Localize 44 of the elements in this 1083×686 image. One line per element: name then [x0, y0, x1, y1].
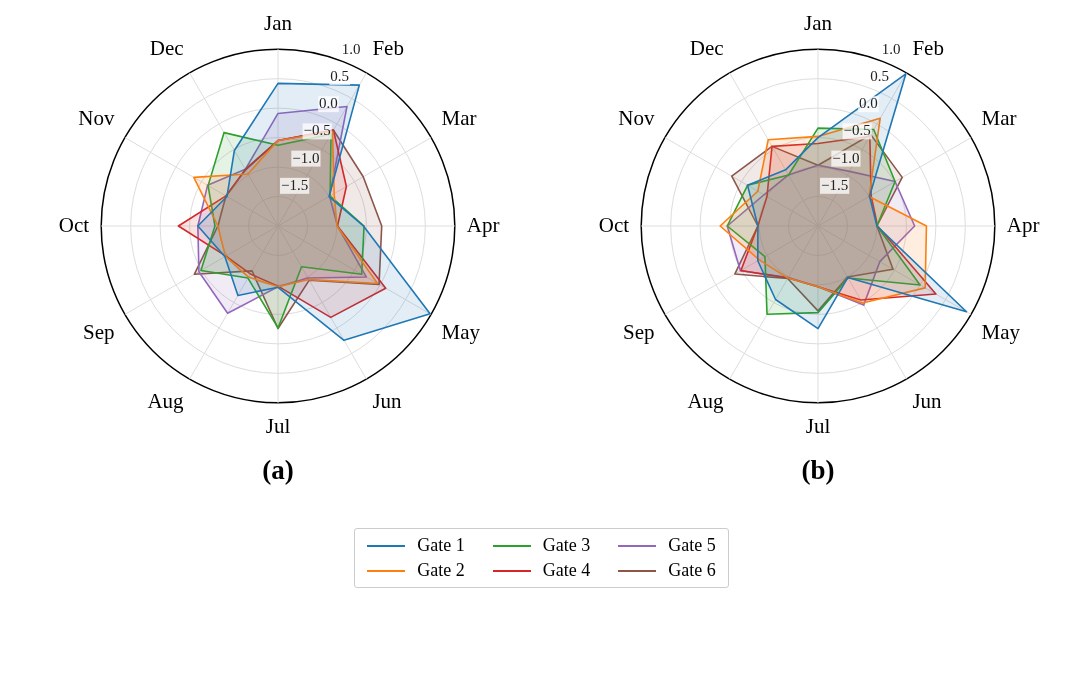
spoke-label: Mar	[441, 105, 477, 130]
spoke-label: Aug	[147, 388, 185, 413]
y-tick-label: −0.5	[303, 122, 331, 139]
y-tick-label: 0.0	[859, 95, 878, 112]
y-tick-label: 0.5	[870, 67, 890, 84]
text: (b)	[801, 454, 835, 485]
spoke-label: Jun	[372, 388, 403, 413]
spoke-label: May	[981, 319, 1021, 344]
spoke-label: Oct	[598, 212, 630, 237]
spoke-label: Jul	[265, 413, 291, 438]
spoke-label: Dec	[149, 36, 184, 61]
y-tick-label: 1.0	[881, 40, 901, 57]
y-tick-label: −1.5	[281, 176, 309, 193]
spoke-label: Jan	[264, 11, 293, 36]
spoke-label: Feb	[372, 36, 404, 61]
y-tick-label: 1.0	[341, 40, 361, 57]
y-tick-label: 0.0	[319, 95, 338, 112]
y-tick-label: −1.0	[292, 149, 320, 166]
spoke-label: Sep	[82, 319, 115, 344]
spoke-label: Aug	[687, 388, 725, 413]
spoke-label: Jun	[912, 388, 943, 413]
legend-label: Gate 1	[417, 535, 465, 556]
spoke-label: Nov	[618, 105, 655, 130]
legend-label: Gate 3	[542, 535, 591, 556]
spoke-label: Apr	[466, 212, 500, 237]
legend-label: Gate 6	[668, 560, 716, 581]
text: (a)	[262, 454, 294, 485]
legend-label: Gate 2	[417, 560, 465, 581]
spoke-label: Mar	[981, 105, 1017, 130]
spoke-label: Dec	[689, 36, 724, 61]
spoke-label: Feb	[912, 36, 944, 61]
spoke-label: Jan	[804, 11, 833, 36]
spoke-label: Nov	[78, 105, 115, 130]
legend-label: Gate 4	[542, 560, 591, 581]
spoke-label: Apr	[1006, 212, 1040, 237]
legend-label: Gate 5	[668, 535, 716, 556]
y-tick-label: −1.0	[832, 149, 860, 166]
y-tick-label: −1.5	[821, 176, 849, 193]
y-tick-label: −0.5	[843, 122, 871, 139]
spoke-label: Oct	[58, 212, 90, 237]
spoke-label: May	[441, 319, 481, 344]
spoke-label: Jul	[805, 413, 831, 438]
spoke-label: Sep	[622, 319, 655, 344]
y-tick-label: 0.5	[330, 67, 350, 84]
